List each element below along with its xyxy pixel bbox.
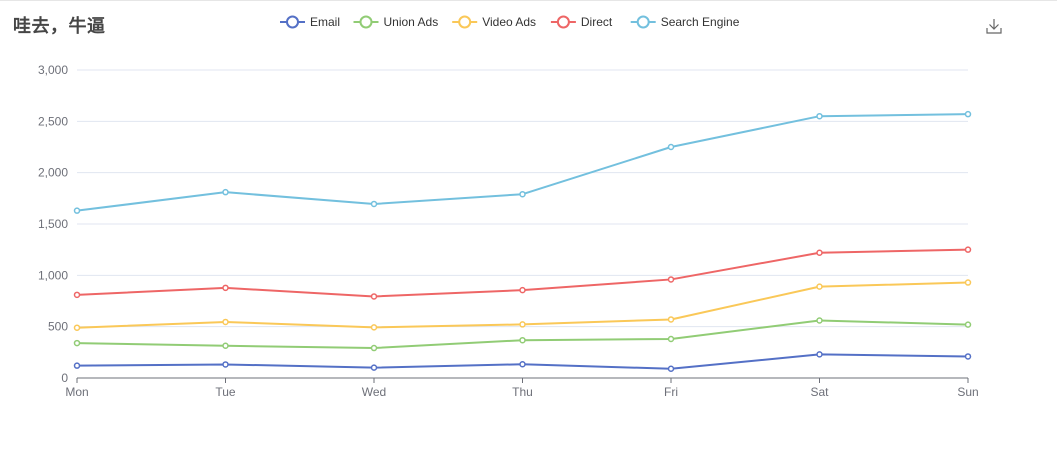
data-point[interactable] [370,344,378,352]
legend-item-direct[interactable]: Direct [550,15,613,29]
data-point[interactable] [816,112,823,120]
data-point[interactable] [222,342,229,350]
data-point[interactable] [73,291,81,299]
data-point[interactable] [667,335,675,343]
x-tick-label: Sat [810,385,829,399]
legend-marker-icon [286,15,299,29]
x-tick-label: Tue [215,385,236,399]
axes: 0 500 1,000 1,500 2,000 2,500 3,000 Mon Tue Wed Th… [38,63,979,399]
y-tick-label: 2,500 [38,114,68,128]
data-point[interactable] [964,110,972,118]
download-icon[interactable] [984,16,1004,36]
data-point[interactable] [73,324,81,331]
data-point[interactable] [370,324,378,331]
data-point[interactable] [222,318,229,326]
data-point[interactable] [222,188,229,196]
data-point[interactable] [816,283,823,290]
y-tick-label: 3,000 [38,63,68,77]
data-point[interactable] [667,365,675,373]
data-point[interactable] [222,284,229,292]
legend-item-search-engine[interactable]: Search Engine [630,15,740,29]
data-point[interactable] [964,279,972,286]
x-tick-label: Mon [65,385,88,399]
x-tick-label: Thu [512,385,533,399]
data-point[interactable] [519,286,526,294]
legend-marker-icon [556,15,570,29]
data-point[interactable] [964,321,972,328]
data-point[interactable] [73,362,81,369]
data-point[interactable] [964,246,972,253]
legend-label: Email [310,15,340,29]
data-point[interactable] [667,143,675,151]
legend-item-video-ads[interactable]: Video Ads [452,15,536,29]
data-point[interactable] [222,361,229,368]
data-point[interactable] [370,364,378,371]
data-point[interactable] [519,336,526,344]
chart-title: 哇去，牛逼 [13,16,106,37]
legend: Email Union Ads Video Ads Direct Search Engi… [280,15,740,29]
data-point[interactable] [73,207,81,214]
data-point[interactable] [370,200,378,208]
series-group [73,110,972,373]
legend-label: Search Engine [661,15,740,29]
data-point[interactable] [519,321,526,328]
data-point[interactable] [370,293,378,300]
data-point[interactable] [73,339,81,347]
data-point[interactable] [816,317,823,324]
y-tick-label: 500 [48,320,68,334]
legend-label: Video Ads [482,15,536,29]
y-tick-label: 1,500 [38,217,68,231]
data-point[interactable] [816,249,823,256]
y-tick-label: 1,000 [38,268,68,282]
data-point[interactable] [667,316,675,323]
legend-marker-icon [359,15,373,29]
data-point[interactable] [816,351,823,358]
legend-label: Union Ads [384,15,439,29]
legend-marker-icon [636,15,650,29]
x-tick-label: Wed [362,385,386,399]
data-point[interactable] [667,276,675,283]
top-divider [0,0,1057,1]
y-tick-label: 0 [61,371,68,385]
y-tick-label: 2,000 [38,166,68,180]
x-tick-label: Fri [664,385,678,399]
legend-item-email[interactable]: Email [280,15,340,29]
data-point[interactable] [519,360,526,368]
x-tick-label: Sun [957,385,978,399]
legend-label: Direct [581,15,613,29]
data-point[interactable] [519,190,526,198]
legend-item-union-ads[interactable]: Union Ads [353,15,439,29]
download-icon-glyph [986,19,1002,34]
data-point[interactable] [964,353,972,360]
legend-marker-icon [458,15,472,29]
